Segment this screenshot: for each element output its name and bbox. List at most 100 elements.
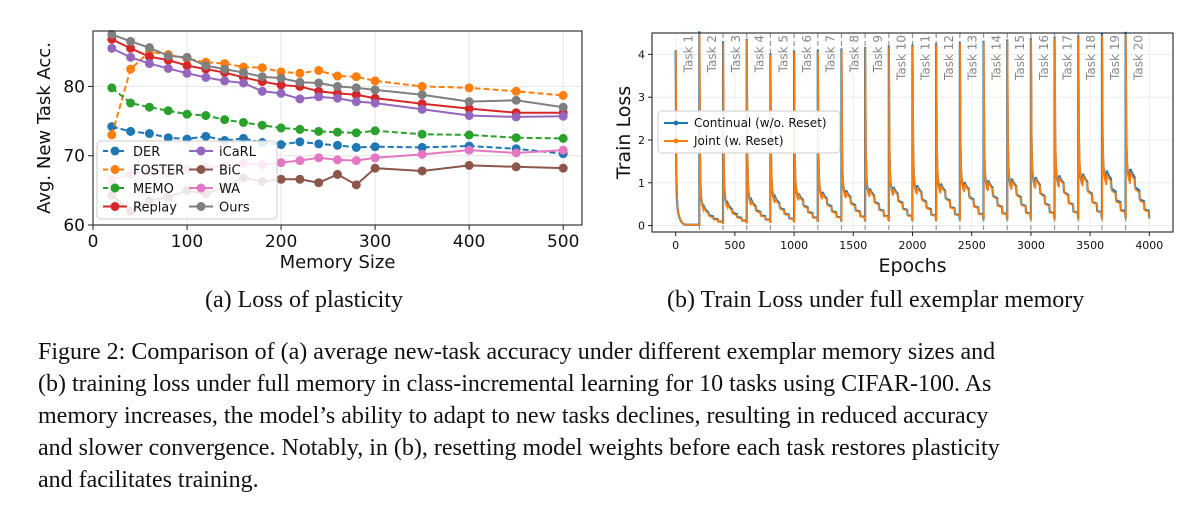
data-point <box>417 166 427 176</box>
x-tick-label: 500 <box>724 239 745 252</box>
legend-item: BiC <box>189 164 241 179</box>
data-point <box>511 148 521 158</box>
task-label: Task 10 <box>895 35 909 81</box>
data-point <box>144 59 154 69</box>
x-tick-label: 100 <box>171 232 203 252</box>
data-point <box>464 97 474 107</box>
legend-label: FOSTER <box>133 164 184 179</box>
x-tick-label: 1000 <box>780 239 808 252</box>
data-point <box>276 88 286 98</box>
data-point <box>370 98 380 108</box>
x-tick-label: 4000 <box>1135 239 1163 252</box>
legend-marker <box>673 138 679 144</box>
data-point <box>558 90 568 100</box>
data-point <box>370 126 380 136</box>
data-point <box>238 78 248 88</box>
legend: DER FOSTER MEMO Replay iCaRL BiC WA Ours <box>96 140 278 220</box>
data-point <box>295 156 305 166</box>
task-label: Task 5 <box>776 35 790 73</box>
caption-line: Figure 2: Comparison of (a) average new-… <box>38 339 996 365</box>
task-label: Task 17 <box>1060 35 1074 81</box>
data-point <box>220 76 230 86</box>
legend-item: Continual (w/o. Reset) <box>664 116 827 130</box>
data-point <box>126 64 136 74</box>
task-label: Task 12 <box>942 35 956 81</box>
legend-item: Replay <box>103 201 177 216</box>
task-label: Task 6 <box>800 35 814 73</box>
data-point <box>295 94 305 104</box>
data-point <box>276 174 286 184</box>
legend-marker <box>196 202 206 212</box>
data-point <box>332 169 342 179</box>
legend-label: Joint (w. Reset) <box>693 134 784 148</box>
data-point <box>107 43 117 53</box>
subcaption-b: (b) Train Loss under full exemplar memor… <box>667 287 1085 313</box>
data-point <box>417 129 427 139</box>
legend-label: Ours <box>219 201 250 216</box>
data-point <box>201 111 211 121</box>
data-point <box>464 130 474 140</box>
x-tick-label: 2500 <box>958 239 986 252</box>
series-joint <box>675 32 1151 226</box>
legend-label: iCaRL <box>219 145 257 160</box>
legend-item: MEMO <box>103 182 174 197</box>
data-point <box>332 81 342 91</box>
data-point <box>295 174 305 184</box>
data-point <box>126 98 136 108</box>
legend-box <box>96 140 278 220</box>
chart-a: 0 100 200 300 400 500 60 70 80 Memory Size Avg. Ne… <box>34 29 583 273</box>
legend-label: Continual (w/o. Reset) <box>694 116 827 130</box>
x-axis-label: Epochs <box>878 255 946 277</box>
data-point <box>511 133 521 143</box>
legend-label: Replay <box>133 201 177 216</box>
x-axis-label: Memory Size <box>280 252 396 273</box>
plot-frame <box>92 30 583 226</box>
x-tick-label: 400 <box>453 232 485 252</box>
caption-line: and facilitates training. <box>38 467 259 493</box>
legend-marker <box>110 183 120 193</box>
data-point <box>182 61 192 71</box>
data-point <box>558 133 568 143</box>
legend-marker <box>196 183 206 193</box>
data-point <box>351 72 361 82</box>
data-point <box>126 126 136 136</box>
legend-box <box>657 110 841 154</box>
data-point <box>511 162 521 172</box>
task-label: Task 18 <box>1084 35 1098 81</box>
data-point <box>257 63 267 73</box>
data-point <box>144 102 154 112</box>
task-label: Task 15 <box>1013 35 1027 81</box>
legend-label: WA <box>219 182 240 197</box>
data-point <box>558 111 568 121</box>
legend-marker <box>196 165 206 175</box>
data-point <box>144 43 154 53</box>
data-point <box>370 76 380 86</box>
data-point <box>314 153 324 163</box>
data-point <box>107 83 117 93</box>
data-point <box>295 77 305 87</box>
data-point <box>464 160 474 170</box>
task-label: Task 3 <box>729 35 743 73</box>
data-point <box>314 178 324 188</box>
caption-line: and slower convergence. Notably, in (b),… <box>38 435 1000 461</box>
legend-marker <box>110 165 120 175</box>
caption-line: (b) training loss under full memory in c… <box>38 371 992 397</box>
data-point <box>351 83 361 93</box>
x-tick-label: 2000 <box>899 239 927 252</box>
task-label: Task 2 <box>705 35 719 73</box>
data-point <box>332 71 342 81</box>
figure-caption: Figure 2: Comparison of (a) average new-… <box>38 336 1168 496</box>
data-point <box>370 163 380 173</box>
data-point <box>163 106 173 116</box>
data-point <box>107 130 117 140</box>
data-point <box>417 81 427 91</box>
subcaption-a: (a) Loss of plasticity <box>205 287 403 313</box>
task-label: Task 7 <box>824 35 838 73</box>
legend-marker <box>673 120 679 126</box>
data-point <box>351 142 361 152</box>
data-point <box>276 73 286 83</box>
data-point <box>332 140 342 150</box>
data-point <box>332 93 342 103</box>
data-point <box>276 123 286 133</box>
data-point <box>351 97 361 107</box>
